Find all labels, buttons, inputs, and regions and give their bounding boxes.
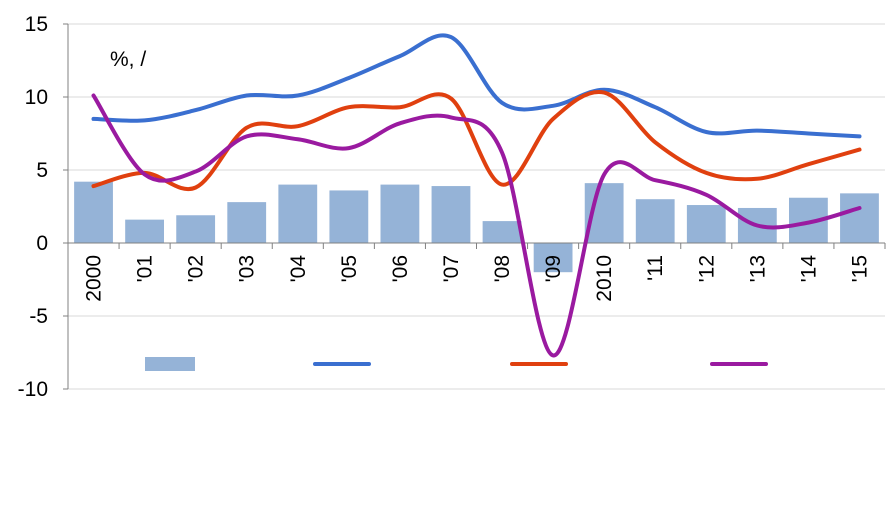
- bar: [635, 199, 675, 243]
- y-tick-label: 5: [36, 159, 48, 182]
- x-tick-label: '14: [797, 255, 820, 283]
- legend: [145, 357, 768, 371]
- x-tick-label: '08: [491, 255, 514, 282]
- x-tick-label: '04: [287, 255, 310, 283]
- bar: [227, 202, 267, 243]
- x-tick-label: '13: [746, 255, 769, 282]
- bar-series: [74, 181, 879, 273]
- bar: [176, 215, 216, 243]
- unit-label: %, /: [110, 48, 146, 71]
- x-tick-label: 2010: [593, 255, 616, 302]
- bar: [482, 221, 522, 243]
- line-series-1: [91, 33, 862, 139]
- line-series: [91, 33, 862, 358]
- bar: [686, 205, 726, 243]
- x-tick-labels: 2000 '01 '02 '03 '04 '05 '06 '07 '08 '09 2010 '11 '1…: [83, 255, 872, 302]
- bar: [380, 184, 420, 243]
- x-tick-label: '03: [236, 255, 259, 282]
- x-tick-label: '09: [542, 255, 565, 282]
- x-tick-label: '05: [338, 255, 361, 282]
- y-tick-label: 15: [25, 13, 48, 36]
- bar: [533, 243, 573, 273]
- y-tick-label: -5: [29, 305, 48, 328]
- x-tick-label: '15: [848, 255, 871, 282]
- bar: [278, 184, 318, 243]
- y-tick-labels: -10 -5 0 5 10 15: [18, 13, 48, 401]
- legend-swatch-bar: [145, 357, 195, 371]
- line-series-2: [91, 89, 862, 192]
- x-tick-label: '01: [134, 255, 157, 282]
- x-tick-label: '02: [185, 255, 208, 282]
- bar: [74, 181, 113, 243]
- y-tick-label: 10: [25, 86, 48, 109]
- bar: [125, 219, 164, 243]
- x-tick-label: '06: [389, 255, 412, 282]
- x-tick-label: '11: [644, 255, 667, 281]
- y-tick-label: 0: [36, 232, 48, 255]
- axes: [63, 23, 886, 390]
- y-tick-label: -10: [18, 378, 48, 401]
- x-tick-label: '12: [695, 255, 718, 282]
- bar: [329, 190, 369, 243]
- x-tick-label: 2000: [83, 255, 106, 302]
- bar: [840, 193, 879, 243]
- x-tick-label: '07: [440, 255, 463, 282]
- gridlines: [68, 23, 885, 390]
- line-series-3: [91, 93, 862, 358]
- bar: [431, 186, 471, 243]
